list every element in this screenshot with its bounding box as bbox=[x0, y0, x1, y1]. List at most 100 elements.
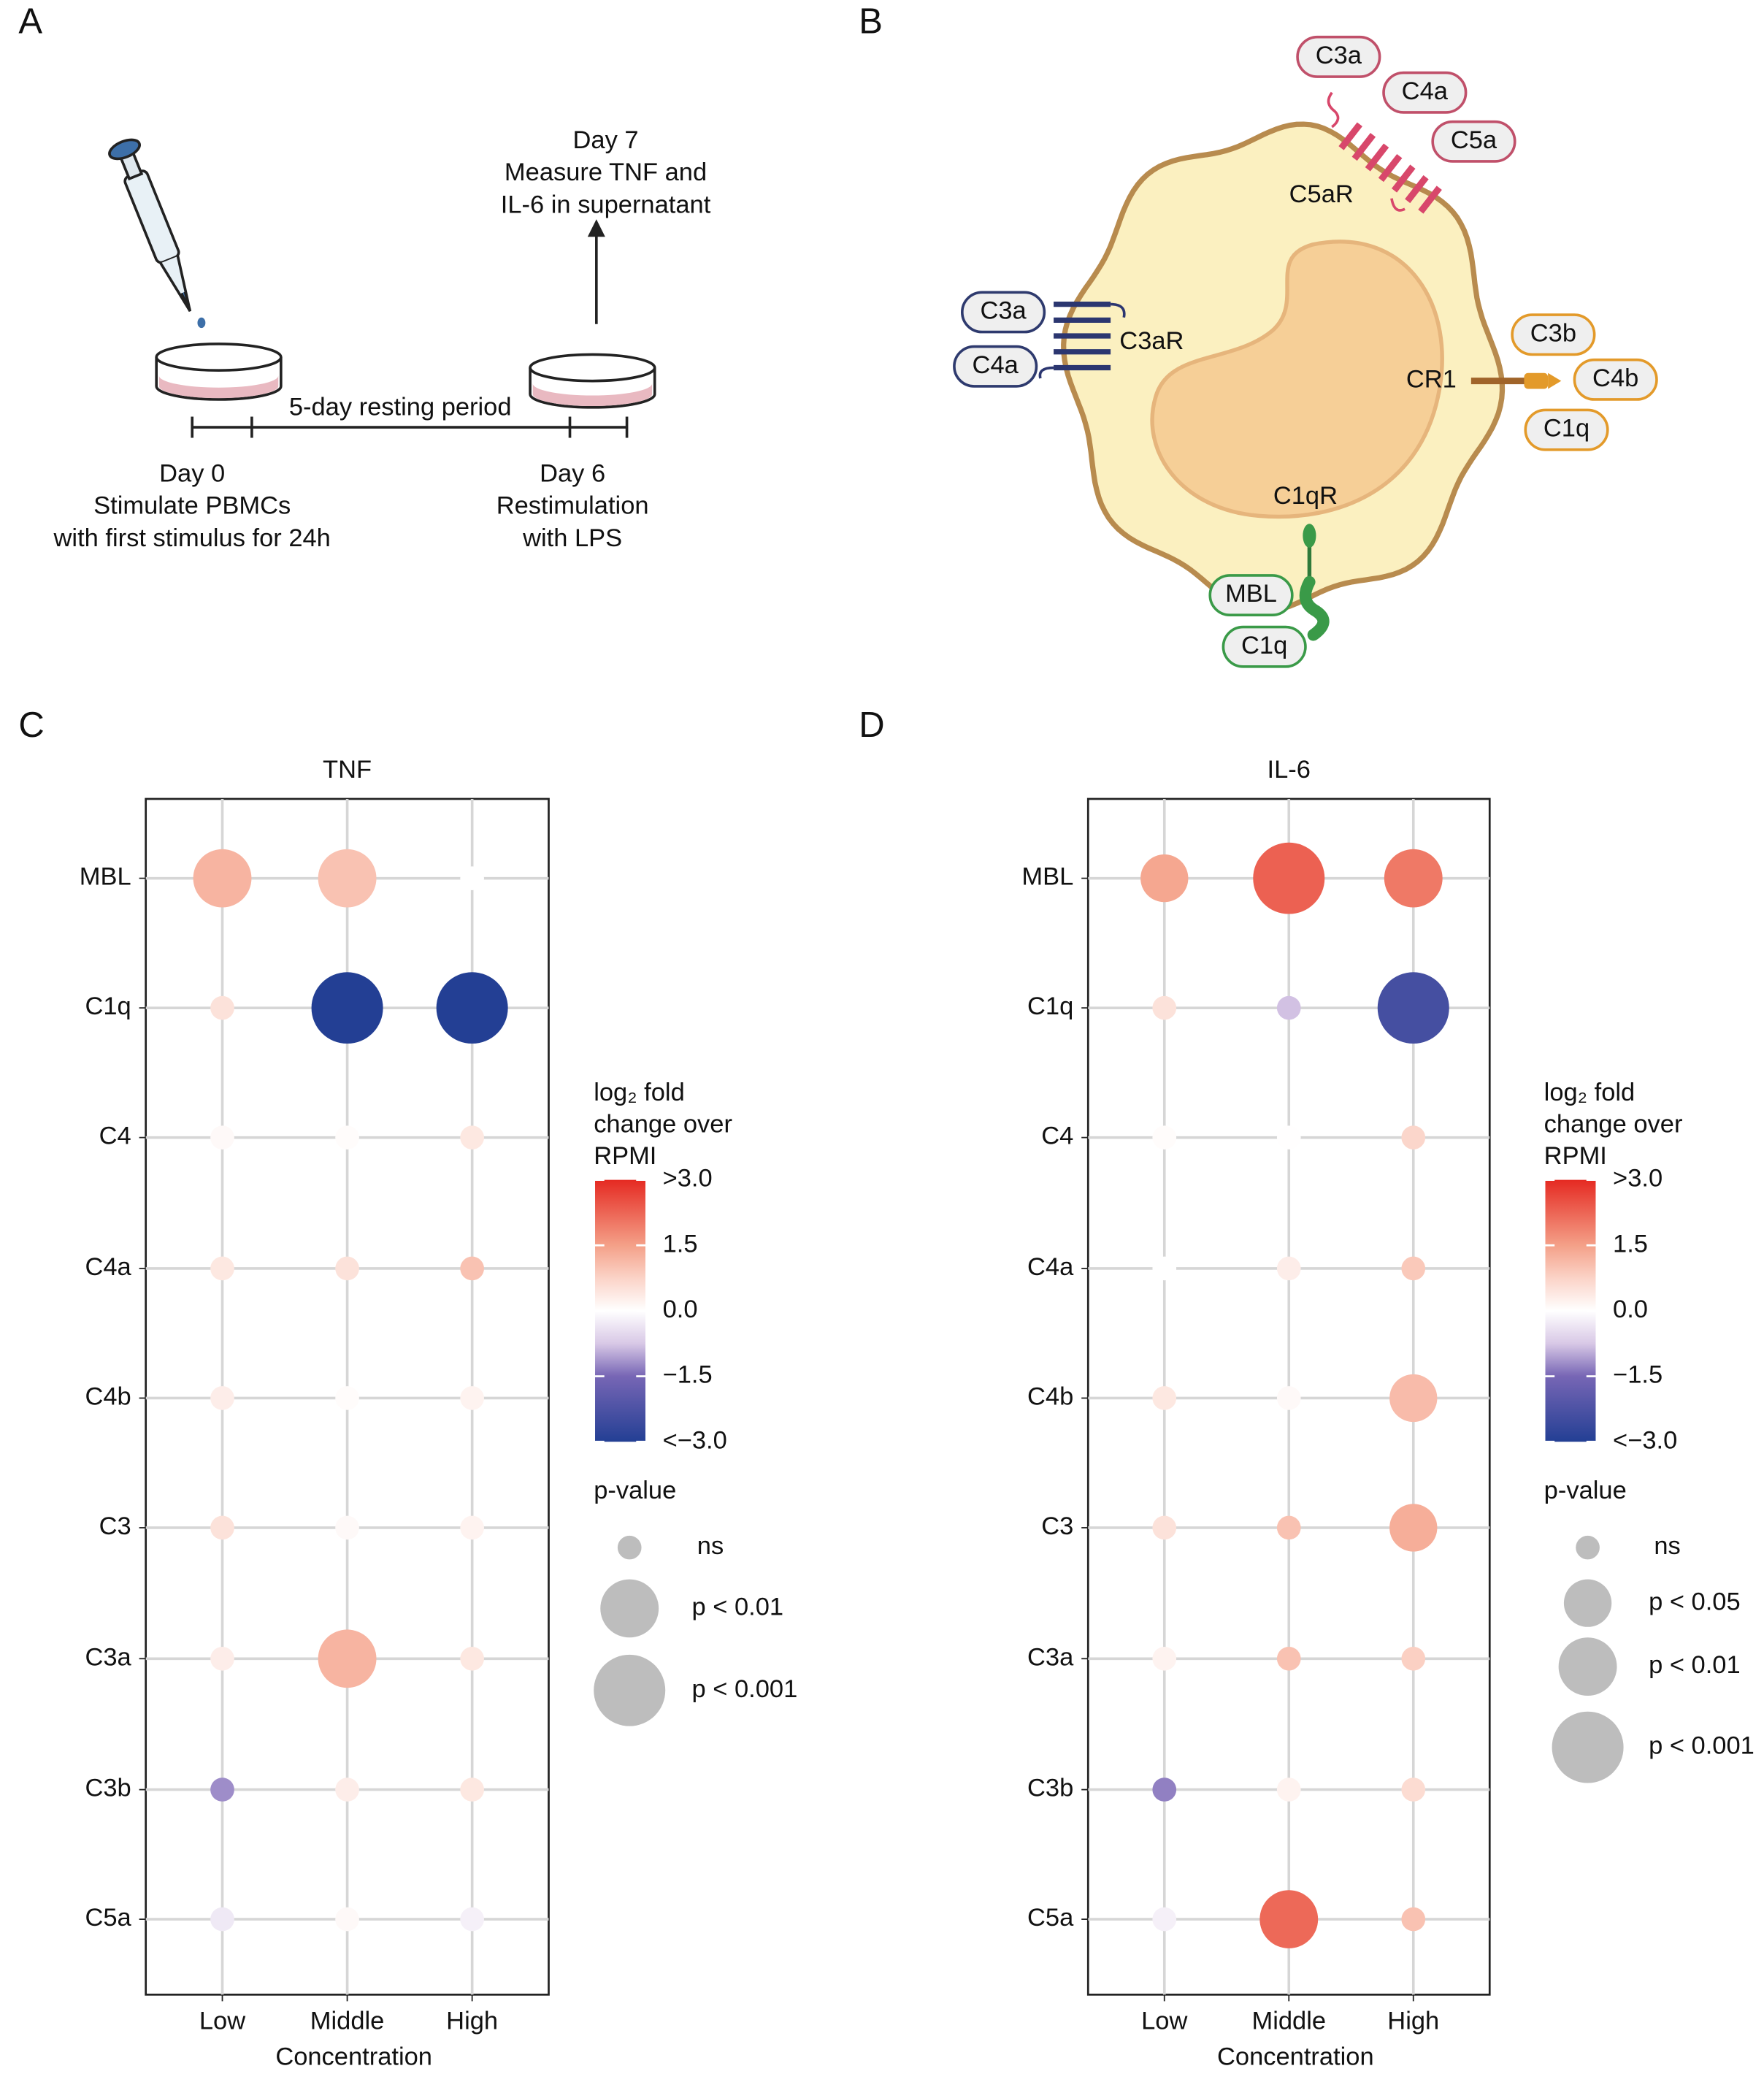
colorbar-label: −1.5 bbox=[663, 1361, 713, 1389]
ligand-label: C1q bbox=[1544, 415, 1589, 443]
dot bbox=[210, 995, 234, 1020]
panel-label: C bbox=[18, 705, 44, 745]
dot bbox=[1152, 1125, 1177, 1149]
ligand-label: C5a bbox=[1451, 126, 1498, 154]
panel-a-text: Stimulate PBMCs bbox=[93, 492, 291, 520]
panel-label: A bbox=[18, 2, 42, 42]
dot bbox=[1377, 972, 1449, 1044]
dot bbox=[1152, 1907, 1177, 1932]
size-label: p < 0.01 bbox=[1649, 1651, 1741, 1679]
dot bbox=[436, 972, 508, 1044]
size-key bbox=[1576, 1535, 1600, 1560]
size-label: p < 0.001 bbox=[692, 1675, 798, 1703]
ligand-label: C4b bbox=[1592, 364, 1638, 392]
y-tick-label: C5a bbox=[1027, 1904, 1074, 1932]
dot bbox=[210, 1256, 234, 1281]
dot bbox=[335, 1515, 359, 1540]
y-tick-label: C3 bbox=[99, 1512, 131, 1540]
x-tick-label: Middle bbox=[1251, 2007, 1326, 2035]
dot bbox=[1253, 842, 1325, 914]
chart-title: TNF bbox=[323, 756, 372, 784]
colorbar-label: >3.0 bbox=[663, 1165, 713, 1193]
y-tick-label: C1q bbox=[1027, 992, 1073, 1020]
ligand-label: C3a bbox=[1316, 42, 1362, 69]
dot bbox=[1259, 1890, 1319, 1948]
chart-title: IL-6 bbox=[1268, 756, 1311, 784]
dot bbox=[1152, 1778, 1177, 1802]
size-key bbox=[1552, 1711, 1624, 1783]
x-tick-label: High bbox=[1387, 2007, 1439, 2035]
size-key bbox=[594, 1654, 666, 1726]
colorbar-label: <−3.0 bbox=[1613, 1426, 1677, 1454]
dot bbox=[1401, 1646, 1426, 1671]
y-tick-label: C3 bbox=[1041, 1512, 1073, 1540]
x-axis-label: Concentration bbox=[275, 2043, 432, 2070]
ligand-label: MBL bbox=[1225, 580, 1277, 608]
dot bbox=[210, 1646, 234, 1671]
panel-label: B bbox=[859, 2, 883, 42]
dot bbox=[460, 1256, 484, 1281]
ligand-pill bbox=[1296, 35, 1381, 78]
dot bbox=[1276, 1778, 1301, 1802]
colorbar-label: 0.0 bbox=[663, 1296, 698, 1323]
dot bbox=[210, 1125, 234, 1149]
dot bbox=[1384, 849, 1443, 908]
ligand-pill bbox=[1431, 120, 1516, 163]
panel-a-text: Restimulation bbox=[496, 492, 649, 520]
y-tick-label: MBL bbox=[80, 863, 131, 891]
receptor-label: C3aR bbox=[1119, 327, 1184, 355]
dot bbox=[460, 1515, 484, 1540]
colorbar-label: 1.5 bbox=[1613, 1230, 1648, 1258]
ligand-pill bbox=[1511, 313, 1596, 356]
ligand-label: C1q bbox=[1241, 632, 1287, 659]
dot bbox=[1276, 1646, 1301, 1671]
panel-label: D bbox=[859, 705, 884, 745]
legend-title: RPMI bbox=[1544, 1142, 1607, 1170]
panel-a-text: with first stimulus for 24h bbox=[53, 524, 331, 552]
legend-title: change over bbox=[1544, 1110, 1683, 1138]
panel-a-text: Day 0 bbox=[159, 459, 225, 487]
dot bbox=[1140, 854, 1189, 903]
panel-a-text: 5-day resting period bbox=[289, 394, 512, 421]
y-tick-label: C4 bbox=[99, 1122, 131, 1150]
size-label: p < 0.01 bbox=[692, 1593, 784, 1621]
size-label: p < 0.05 bbox=[1649, 1588, 1741, 1615]
dot bbox=[210, 1515, 234, 1540]
y-tick-label: C3a bbox=[85, 1643, 131, 1671]
y-tick-label: C4b bbox=[85, 1383, 131, 1411]
dot bbox=[1401, 1256, 1426, 1281]
dot bbox=[1276, 1386, 1301, 1410]
ligand-label: C4a bbox=[973, 351, 1019, 379]
size-key bbox=[1563, 1579, 1612, 1627]
panel-a-text: Day 7 bbox=[573, 126, 639, 154]
dot bbox=[1152, 1386, 1177, 1410]
dot bbox=[1276, 1256, 1301, 1281]
legend-title: p-value bbox=[1544, 1477, 1627, 1504]
dot bbox=[335, 1125, 359, 1149]
ligand-pill bbox=[1382, 71, 1468, 114]
dot bbox=[311, 972, 383, 1044]
colorbar-label: >3.0 bbox=[1613, 1165, 1663, 1193]
ligand-pill bbox=[1573, 358, 1658, 401]
dot bbox=[318, 1629, 377, 1688]
dot bbox=[1276, 1515, 1301, 1540]
dot bbox=[1389, 1374, 1438, 1423]
dot bbox=[460, 866, 484, 890]
size-key bbox=[600, 1579, 659, 1638]
ligand-pill bbox=[1524, 408, 1609, 451]
size-label: ns bbox=[697, 1532, 724, 1560]
dot bbox=[1152, 995, 1177, 1020]
x-axis-label: Concentration bbox=[1217, 2043, 1374, 2070]
ligand-label: C3a bbox=[980, 297, 1027, 325]
panel-a-text: IL-6 in supernatant bbox=[501, 191, 711, 219]
x-tick-label: Middle bbox=[310, 2007, 385, 2035]
legend-title: p-value bbox=[594, 1477, 676, 1504]
legend-title: log₂ fold bbox=[594, 1079, 685, 1106]
panel-a-art bbox=[108, 138, 656, 438]
receptor-label: C1qR bbox=[1273, 482, 1338, 510]
ligand-pill bbox=[961, 291, 1046, 334]
y-tick-label: C4 bbox=[1041, 1122, 1073, 1150]
dot bbox=[210, 1386, 234, 1410]
x-tick-label: High bbox=[446, 2007, 498, 2035]
